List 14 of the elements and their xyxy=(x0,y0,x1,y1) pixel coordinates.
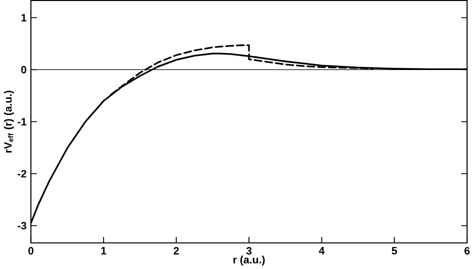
x-tick-label: 5 xyxy=(392,246,398,254)
x-tick-label: 2 xyxy=(174,246,179,254)
x-tick-label: 3 xyxy=(246,246,252,254)
y-tick-label: 0 xyxy=(21,66,26,74)
x-tick-label: 6 xyxy=(464,246,470,254)
x-axis-title: r (a.u.) xyxy=(233,255,265,266)
y-tick-label: -3 xyxy=(18,222,26,230)
y-tick-label: -1 xyxy=(18,118,26,126)
x-tick-label: 4 xyxy=(318,246,325,254)
y-tick-label: 1 xyxy=(21,14,26,22)
y-tick-label: -2 xyxy=(18,170,26,178)
y-axis-title: rV$_{eff}$ (r) (a.u.) xyxy=(4,90,14,152)
x-tick-label: 1 xyxy=(101,246,106,254)
x-tick-label: 0 xyxy=(28,246,34,254)
